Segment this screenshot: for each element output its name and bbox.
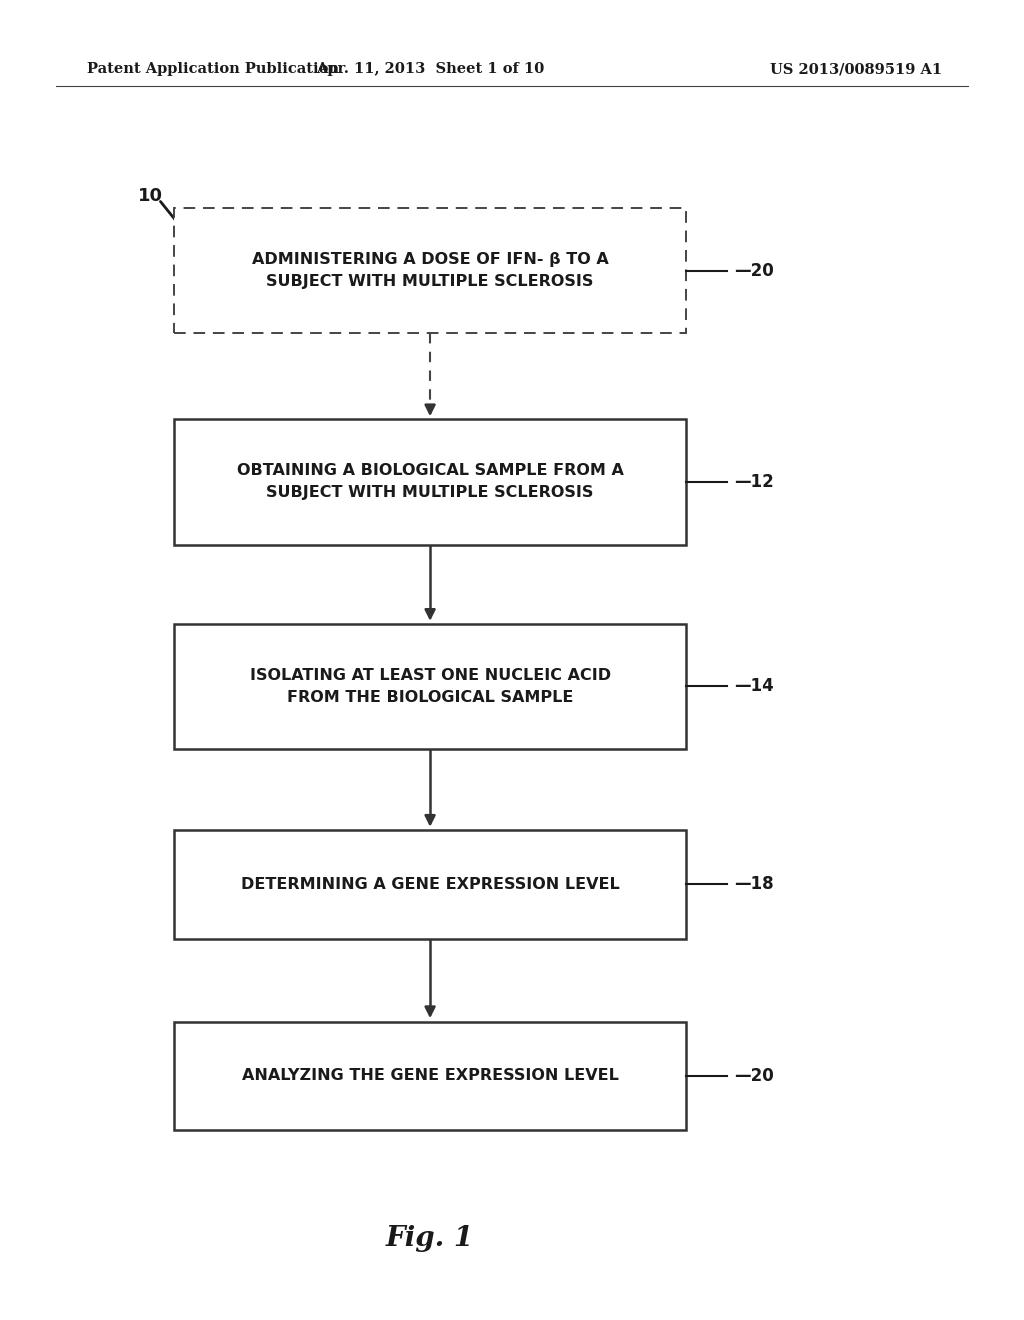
Text: OBTAINING A BIOLOGICAL SAMPLE FROM A
SUBJECT WITH MULTIPLE SCLEROSIS: OBTAINING A BIOLOGICAL SAMPLE FROM A SUB… <box>237 463 624 500</box>
Text: Apr. 11, 2013  Sheet 1 of 10: Apr. 11, 2013 Sheet 1 of 10 <box>316 62 544 77</box>
Bar <box>174 624 686 750</box>
Bar <box>174 420 686 544</box>
Text: ANALYZING THE GENE EXPRESSION LEVEL: ANALYZING THE GENE EXPRESSION LEVEL <box>242 1068 618 1084</box>
Text: ISOLATING AT LEAST ONE NUCLEIC ACID
FROM THE BIOLOGICAL SAMPLE: ISOLATING AT LEAST ONE NUCLEIC ACID FROM… <box>250 668 610 705</box>
Text: 10: 10 <box>138 187 163 206</box>
Bar <box>174 1022 686 1130</box>
Text: DETERMINING A GENE EXPRESSION LEVEL: DETERMINING A GENE EXPRESSION LEVEL <box>241 876 620 892</box>
Text: —14: —14 <box>734 677 774 696</box>
Text: Fig. 1: Fig. 1 <box>386 1225 474 1251</box>
Text: US 2013/0089519 A1: US 2013/0089519 A1 <box>770 62 942 77</box>
Bar <box>174 830 686 939</box>
Text: ADMINISTERING A DOSE OF IFN- β TO A
SUBJECT WITH MULTIPLE SCLEROSIS: ADMINISTERING A DOSE OF IFN- β TO A SUBJ… <box>252 252 608 289</box>
Text: —18: —18 <box>734 875 774 894</box>
Text: —12: —12 <box>734 473 774 491</box>
Text: —20: —20 <box>734 1067 774 1085</box>
Text: Patent Application Publication: Patent Application Publication <box>87 62 339 77</box>
Text: —20: —20 <box>734 261 774 280</box>
Bar <box>174 209 686 333</box>
